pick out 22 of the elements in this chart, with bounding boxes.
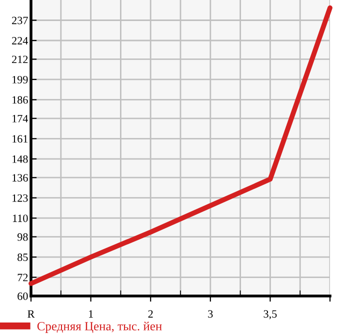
y-tick-label: 174 <box>12 114 28 122</box>
y-tick-label: 237 <box>12 16 28 24</box>
y-tick-label: 60 <box>18 292 28 300</box>
x-tick-label: 3,5 <box>264 310 277 320</box>
y-tick-label: 136 <box>12 174 28 182</box>
y-tick-label: 224 <box>12 37 28 44</box>
y-tick-label: 148 <box>12 155 28 163</box>
y-tick-label: 161 <box>12 135 28 143</box>
y-tick-label: 186 <box>12 96 28 104</box>
x-tick-label: 2 <box>148 310 153 318</box>
x-tick-label: R <box>28 310 35 318</box>
y-tick-label: 110 <box>12 214 28 222</box>
y-tick-label: 98 <box>17 233 28 241</box>
y-tick-label: 72 <box>18 274 28 282</box>
legend-label: Средняя Цена, тыс. йен <box>37 322 162 333</box>
y-tick-label: 85 <box>18 254 28 262</box>
y-tick-label: 123 <box>12 194 28 202</box>
y-tick-label: 199 <box>12 76 28 84</box>
line-series <box>28 5 332 286</box>
x-tick-label: 1 <box>89 310 93 318</box>
y-tick-label: 212 <box>12 56 28 64</box>
x-tick-label: 3 <box>208 310 213 318</box>
